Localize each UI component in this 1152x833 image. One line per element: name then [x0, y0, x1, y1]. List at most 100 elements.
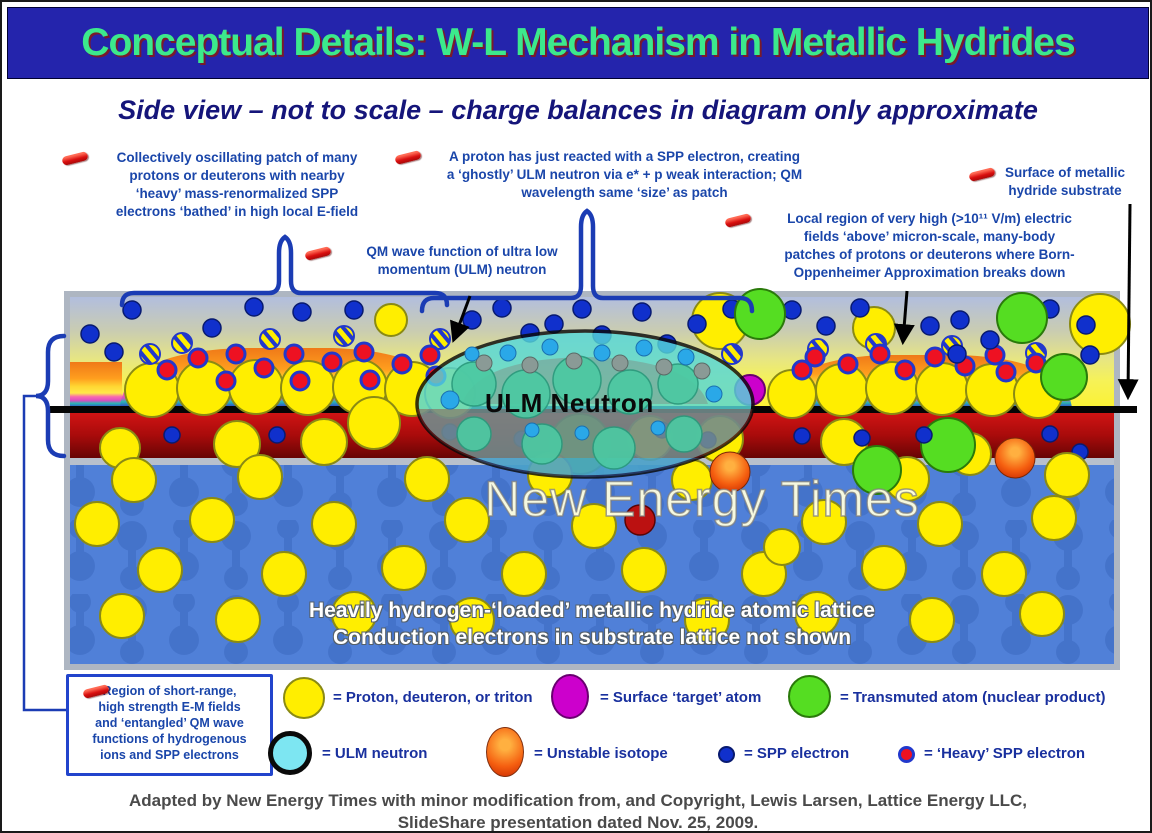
- particle-proton: [794, 591, 840, 637]
- particle-spp: [850, 298, 870, 318]
- legend-label-heavy-spp-electron: = ‘Heavy’ SPP electron: [924, 745, 1086, 762]
- legend-swatch-target-atom: [551, 674, 589, 719]
- particle-heavy: [869, 343, 891, 365]
- em-fields-box: Region of short-range, high strength E-M…: [66, 674, 273, 776]
- particle-e_teal: [607, 369, 653, 415]
- particle-striped: [259, 328, 281, 350]
- ulm-neutron-label: ULM Neutron: [485, 388, 654, 418]
- particle-green: [852, 445, 902, 495]
- particle-proton: [861, 545, 907, 591]
- particle-spp: [122, 300, 142, 320]
- particle-e_gray: [655, 358, 673, 376]
- particle-orange: [994, 437, 1036, 479]
- particle-spp: [915, 426, 933, 444]
- particle-e_cyan: [524, 422, 540, 438]
- surface-pointer-arrow: [1117, 203, 1139, 401]
- particle-green: [1040, 353, 1088, 401]
- particle-e_teal: [592, 426, 636, 470]
- left-edge-field-strip: [70, 362, 122, 409]
- particle-heavy: [353, 341, 375, 363]
- particle-spp: [268, 426, 286, 444]
- particle-striped: [171, 332, 193, 354]
- particle-e_teal: [665, 415, 703, 453]
- em-fields-box-text: Region of short-range, high strength E-M…: [92, 684, 247, 762]
- legend-label-spp-electron: = SPP electron: [744, 745, 850, 762]
- ellipse-brace: [419, 208, 755, 314]
- particle-heavy: [359, 369, 381, 391]
- particle-e_teal: [451, 361, 497, 407]
- particle-e_cyan: [541, 338, 559, 356]
- particle-spp: [687, 314, 707, 334]
- particle-proton: [331, 591, 377, 637]
- particle-proton: [261, 551, 307, 597]
- left-patch-brace: [119, 234, 450, 308]
- title-bar: Conceptual Details: W-L Mechanism in Met…: [7, 7, 1149, 79]
- particle-e_gray: [521, 356, 539, 374]
- particle-heavy: [924, 346, 946, 368]
- em-band-brace: [35, 333, 67, 459]
- legend-label-target-atom: = Surface ‘target’ atom: [600, 689, 762, 706]
- particle-e_cyan: [635, 339, 653, 357]
- particle-proton: [237, 454, 283, 500]
- pointer-arrows: [450, 203, 1139, 401]
- particle-heavy: [837, 353, 859, 375]
- particle-e_teal: [456, 416, 492, 452]
- particle-spp: [1080, 345, 1100, 365]
- particle-spp: [202, 318, 222, 338]
- annotation-reaction: A proton has just reacted with a SPP ele…: [446, 149, 803, 200]
- particle-spp: [947, 344, 967, 364]
- particle-spp: [492, 298, 512, 318]
- particle-green: [996, 292, 1048, 344]
- particle-e_cyan: [574, 425, 590, 441]
- particle-heavy: [215, 370, 237, 392]
- particle-e_cyan: [499, 344, 517, 362]
- lattice-caption: Heavily hydrogen-‘loaded’ metallic hydri…: [308, 599, 875, 650]
- particle-proton: [111, 457, 157, 503]
- particle-spp: [462, 310, 482, 330]
- particle-e_cyan: [677, 348, 695, 366]
- particle-proton: [311, 501, 357, 547]
- particle-spp: [853, 429, 871, 447]
- particle-proton: [909, 597, 955, 643]
- particle-proton: [137, 547, 183, 593]
- particle-proton: [501, 551, 547, 597]
- particle-proton: [981, 551, 1027, 597]
- particle-e_cyan: [705, 385, 723, 403]
- particle-proton: [213, 420, 261, 468]
- particle-proton: [571, 503, 617, 549]
- particle-proton: [684, 597, 730, 643]
- particle-heavy: [995, 361, 1017, 383]
- footer-credit-line1: Adapted by New Energy Times with minor m…: [129, 791, 1027, 810]
- particle-proton: [801, 499, 847, 545]
- legend-swatch-ulm-neutron: [268, 731, 312, 775]
- particle-spp: [344, 300, 364, 320]
- watermark: New Energy Times: [483, 470, 920, 528]
- particle-e_gray: [693, 362, 711, 380]
- particle-proton: [74, 501, 120, 547]
- particle-proton: [300, 418, 348, 466]
- particle-proton: [404, 456, 450, 502]
- particle-spp: [292, 302, 312, 322]
- particle-proton: [215, 597, 261, 643]
- particle-proton: [449, 597, 495, 643]
- particle-heavy: [791, 359, 813, 381]
- annotation-surface: Surface of metallic hydride substrate: [1004, 165, 1126, 198]
- particle-spp: [920, 316, 940, 336]
- particle-spp: [950, 310, 970, 330]
- particle-striped: [721, 343, 743, 365]
- particle-heavy: [156, 359, 178, 381]
- particle-proton: [189, 497, 235, 543]
- particle-heavy: [804, 346, 826, 368]
- particle-proton: [621, 547, 667, 593]
- particle-proton: [917, 501, 963, 547]
- particle-striped: [139, 343, 161, 365]
- particle-spp: [1076, 315, 1096, 335]
- footer-credit-line2: SlideShare presentation dated Nov. 25, 2…: [397, 813, 759, 832]
- particle-e_gray: [565, 352, 583, 370]
- annotation-braces: [22, 208, 755, 712]
- particle-heavy: [225, 343, 247, 365]
- side-box-connector: [22, 394, 68, 712]
- particle-heavy: [283, 343, 305, 365]
